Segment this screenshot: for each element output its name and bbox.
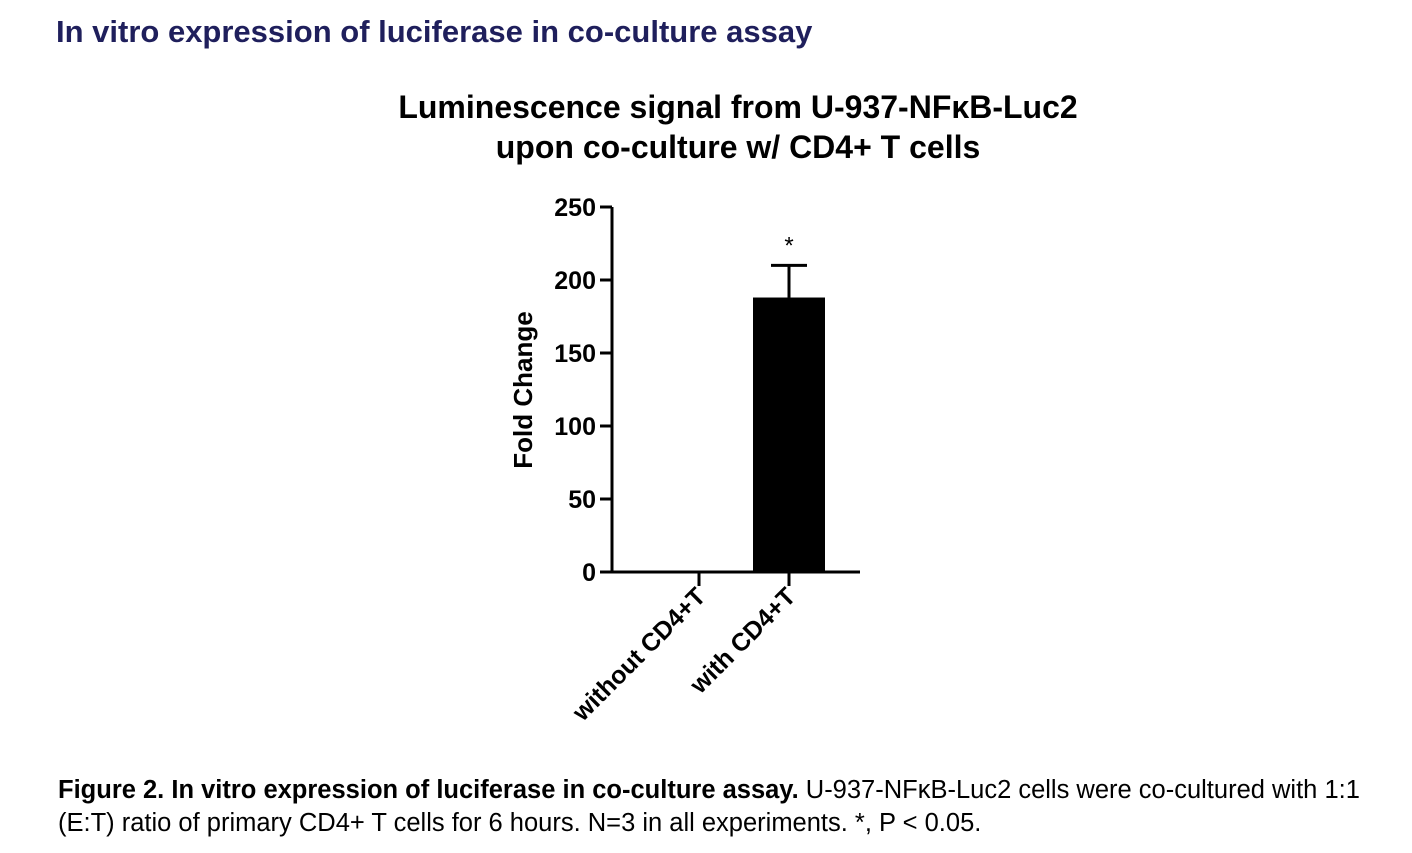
section-heading: In vitro expression of luciferase in co-… (56, 14, 813, 49)
x-tick-label: without CD4+T (567, 582, 712, 727)
significance-marker: * (784, 232, 793, 259)
bar-chart: Luminescence signal from U-937-NFκB-Luc2… (398, 89, 1077, 727)
chart-title-line-2: upon co-culture w/ CD4+ T cells (496, 129, 981, 165)
y-tick-label: 250 (554, 194, 596, 222)
figure-caption: Figure 2. In vitro expression of lucifer… (58, 774, 1398, 840)
caption-body: U-937-NFκB-Luc2 cells were co-cultured w… (58, 776, 1360, 837)
caption-label: Figure 2. In vitro expression of lucifer… (58, 776, 799, 804)
y-tick-label: 0 (582, 559, 596, 587)
chart-title-line-1: Luminescence signal from U-937-NFκB-Luc2 (398, 89, 1077, 125)
y-tick-label: 100 (554, 413, 596, 441)
y-tick-label: 50 (568, 486, 596, 514)
y-tick-label: 150 (554, 340, 596, 368)
y-tick-label: 200 (554, 267, 596, 295)
bar-2 (753, 297, 825, 572)
y-axis-label: Fold Change (508, 311, 538, 468)
